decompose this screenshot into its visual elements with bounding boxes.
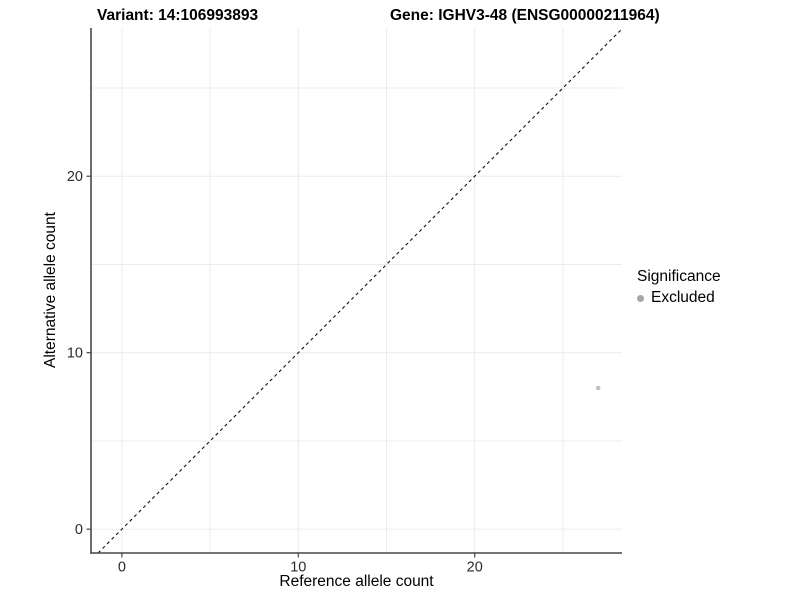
x-tick-label: 20 xyxy=(467,560,483,576)
x-tick-label: 10 xyxy=(290,560,306,576)
plot-title-gene: Gene: IGHV3-48 (ENSG00000211964) xyxy=(390,7,660,24)
y-axis-title: Alternative allele count xyxy=(42,212,59,369)
identity-line xyxy=(97,28,623,554)
x-tick-label: 0 xyxy=(118,560,126,576)
y-tick-label: 10 xyxy=(67,346,83,362)
legend: Significance Excluded xyxy=(637,268,721,307)
legend-title: Significance xyxy=(637,268,721,285)
y-tick-label: 0 xyxy=(75,522,83,538)
legend-item-excluded: Excluded xyxy=(637,289,721,307)
x-axis-title: Reference allele count xyxy=(279,573,434,590)
legend-point-icon xyxy=(637,294,644,302)
legend-item-label: Excluded xyxy=(651,289,715,306)
y-tick-label: 20 xyxy=(67,169,83,185)
data-point xyxy=(595,385,601,391)
plot-title-variant: Variant: 14:106993893 xyxy=(97,7,259,24)
